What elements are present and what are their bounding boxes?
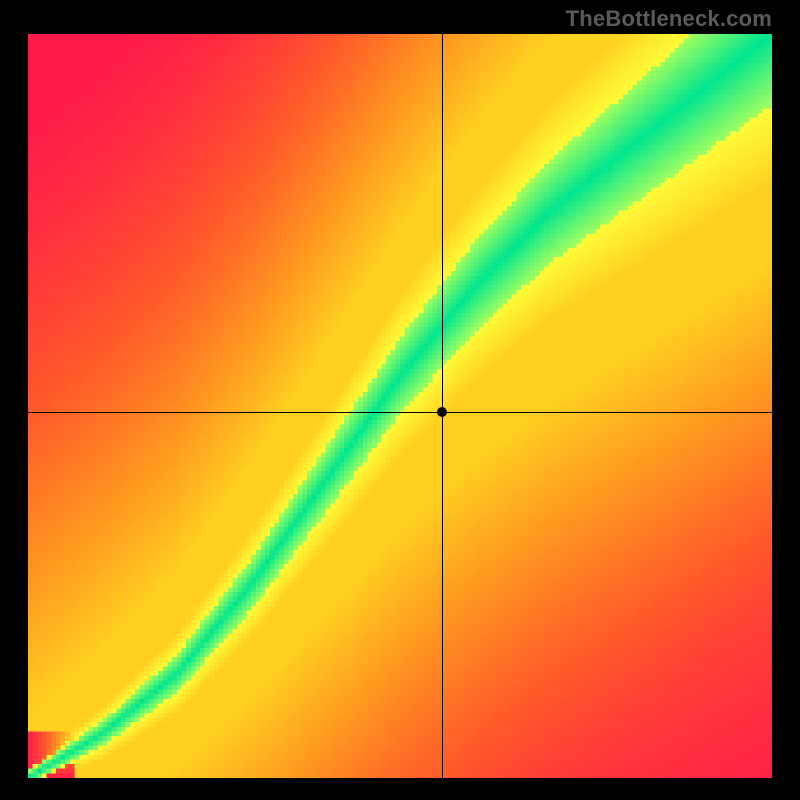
watermark-text: TheBottleneck.com <box>566 6 772 32</box>
crosshair-horizontal <box>28 412 772 413</box>
heatmap-plot <box>28 34 772 778</box>
heatmap-canvas <box>28 34 772 778</box>
crosshair-marker <box>437 407 447 417</box>
